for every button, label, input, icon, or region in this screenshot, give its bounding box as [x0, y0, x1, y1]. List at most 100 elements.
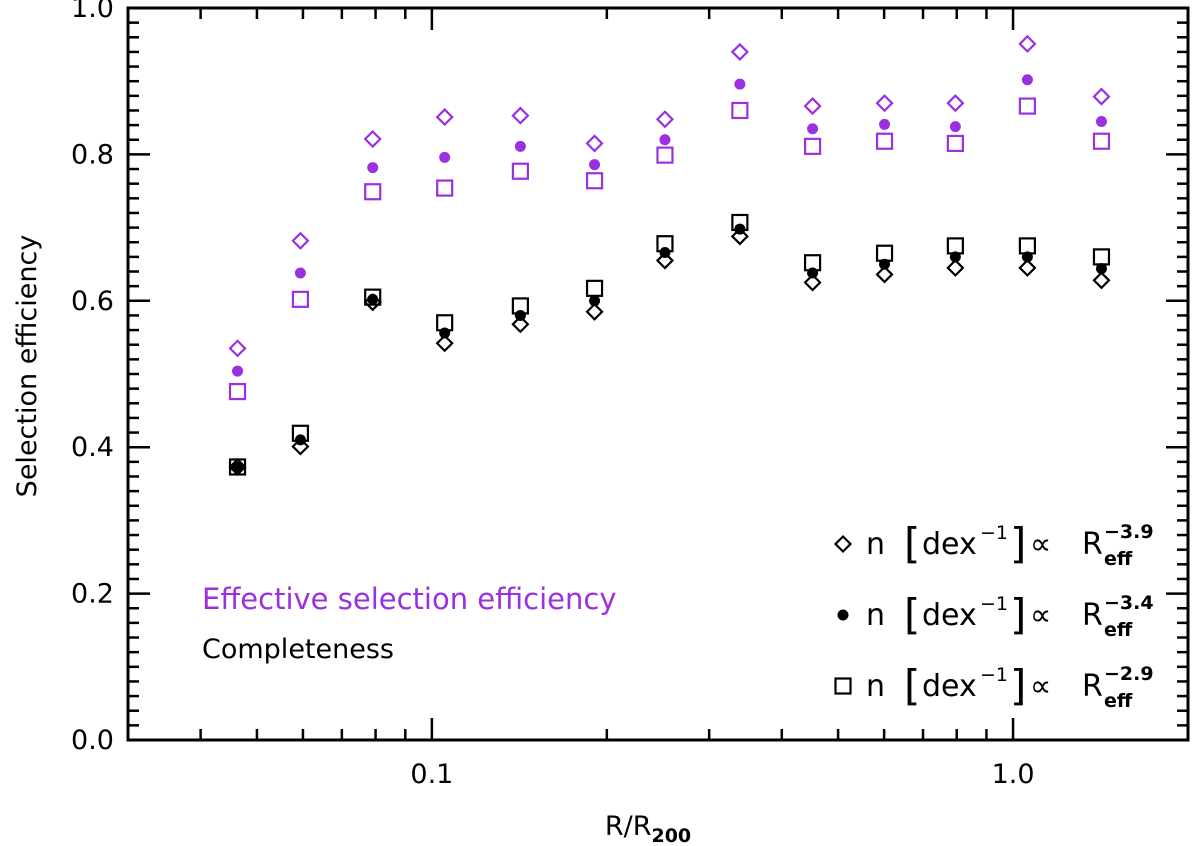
- legend-unit: dex: [922, 527, 977, 562]
- legend-bracket-left: [: [904, 590, 920, 639]
- y-tick-label: 0.4: [71, 432, 114, 463]
- legend-exponent: −3.4: [1104, 592, 1154, 614]
- effective-diamond-point: [946, 94, 965, 113]
- effective-diamond-point: [803, 97, 822, 116]
- completeness-square-point: [803, 254, 822, 272]
- legend-n: n: [866, 669, 885, 704]
- annotation-effective-selection-efficiency: Effective selection efficiency: [202, 582, 617, 616]
- legend-item: n [dex −1] ∝ R −3.4 eff: [837, 590, 1154, 641]
- effective-circle-point: [1021, 74, 1033, 86]
- completeness-diamond-point: [946, 258, 965, 277]
- effective-circle-point: [367, 162, 379, 174]
- effective-diamond-point: [730, 42, 749, 61]
- effective-circle-point: [294, 267, 306, 279]
- effective-square-point: [364, 183, 382, 201]
- effective-circle-point: [659, 134, 671, 146]
- legend-exponent: −2.9: [1104, 663, 1154, 685]
- annotation-completeness: Completeness: [202, 634, 394, 665]
- completeness-circle-point: [367, 293, 379, 305]
- effective-square-point: [946, 134, 964, 153]
- legend-proportional: ∝: [1030, 669, 1051, 704]
- legend-n: n: [866, 527, 885, 562]
- effective-circle-point: [807, 123, 819, 135]
- legend-unit: dex: [922, 669, 977, 704]
- effective-diamond-point: [435, 108, 454, 127]
- legend-item: n [dex −1] ∝ R −3.9 eff: [833, 519, 1154, 570]
- effective-square-point: [228, 382, 247, 401]
- legend-bracket-right: ]: [1010, 519, 1026, 568]
- legend-diamond-marker: [833, 534, 853, 554]
- effective-diamond-point: [655, 110, 675, 129]
- completeness-diamond-point: [291, 437, 310, 456]
- effective-circle-point: [514, 140, 526, 152]
- completeness-square-point: [291, 424, 310, 442]
- legend-unit-exponent: −1: [980, 522, 1008, 544]
- y-axis-label: Selection efficiency: [12, 235, 43, 498]
- legend-item: n [dex −1] ∝ R −2.9 eff: [834, 661, 1154, 712]
- axis-ticks: [126, 6, 1190, 742]
- x-tick-label: 1.0: [992, 759, 1035, 790]
- effective-square-point: [656, 146, 674, 164]
- effective-diamond-point: [1018, 34, 1037, 53]
- effective-square-point: [1092, 132, 1111, 150]
- completeness-square-point: [585, 279, 604, 297]
- effective-square-point: [436, 179, 454, 197]
- completeness-square-point: [1018, 237, 1037, 255]
- legend-bracket-left: [: [904, 661, 920, 710]
- x-axis-label: R/R200: [605, 811, 691, 846]
- legend-bracket-left: [: [904, 519, 920, 568]
- legend-unit: dex: [922, 598, 977, 633]
- effective-square-point: [1018, 97, 1037, 115]
- effective-circle-point: [589, 159, 601, 171]
- completeness-circle-point: [1095, 263, 1107, 275]
- completeness-diamond-point: [655, 251, 675, 270]
- completeness-diamond-point: [730, 227, 749, 246]
- data-points-layer: [228, 34, 1111, 477]
- legend-exponent: −3.9: [1104, 521, 1154, 543]
- effective-circle-point: [1095, 115, 1107, 127]
- effective-diamond-point: [363, 129, 382, 149]
- completeness-circle-point: [514, 309, 526, 321]
- completeness-circle-point: [659, 246, 671, 258]
- effective-diamond-point: [1092, 87, 1111, 106]
- effective-square-point: [731, 101, 749, 120]
- effective-diamond-point: [585, 134, 604, 153]
- effective-diamond-point: [291, 231, 310, 250]
- completeness-circle-point: [439, 327, 451, 339]
- effective-square-point: [875, 132, 894, 150]
- legend-subscript: eff: [1104, 619, 1133, 641]
- completeness-square-point: [228, 458, 247, 476]
- y-tick-label: 0.2: [71, 579, 114, 610]
- effective-circle-point: [879, 118, 891, 130]
- completeness-circle-point: [232, 461, 244, 473]
- legend-subscript: eff: [1104, 690, 1133, 712]
- tick-labels: 0.0 0.2 0.4 0.6 0.8 1.0 0.1 1.0: [71, 0, 1034, 790]
- y-tick-label: 0.0: [71, 725, 114, 756]
- completeness-square-point: [731, 213, 749, 232]
- completeness-diamond-point: [1018, 258, 1037, 277]
- effective-diamond-point: [511, 106, 530, 125]
- effective-circle-point: [232, 365, 244, 377]
- completeness-square-point: [511, 297, 529, 315]
- effective-square-point: [511, 162, 529, 180]
- legend-subscript: eff: [1104, 548, 1133, 570]
- completeness-diamond-point: [875, 265, 894, 284]
- y-tick-label: 0.6: [71, 286, 114, 317]
- completeness-square-point: [436, 314, 454, 332]
- legend-r: R: [1082, 527, 1103, 562]
- effective-circle-point: [439, 151, 451, 163]
- effective-diamond-point: [228, 339, 247, 358]
- legend-r: R: [1082, 669, 1103, 704]
- completeness-square-point: [656, 235, 674, 253]
- legend-proportional: ∝: [1030, 598, 1051, 633]
- completeness-diamond-point: [435, 334, 454, 353]
- effective-circle-point: [734, 78, 746, 90]
- effective-square-point: [585, 172, 604, 190]
- legend-proportional: ∝: [1030, 527, 1051, 562]
- legend-unit-exponent: −1: [980, 664, 1008, 686]
- completeness-square-point: [1092, 248, 1111, 266]
- effective-diamond-point: [875, 94, 894, 113]
